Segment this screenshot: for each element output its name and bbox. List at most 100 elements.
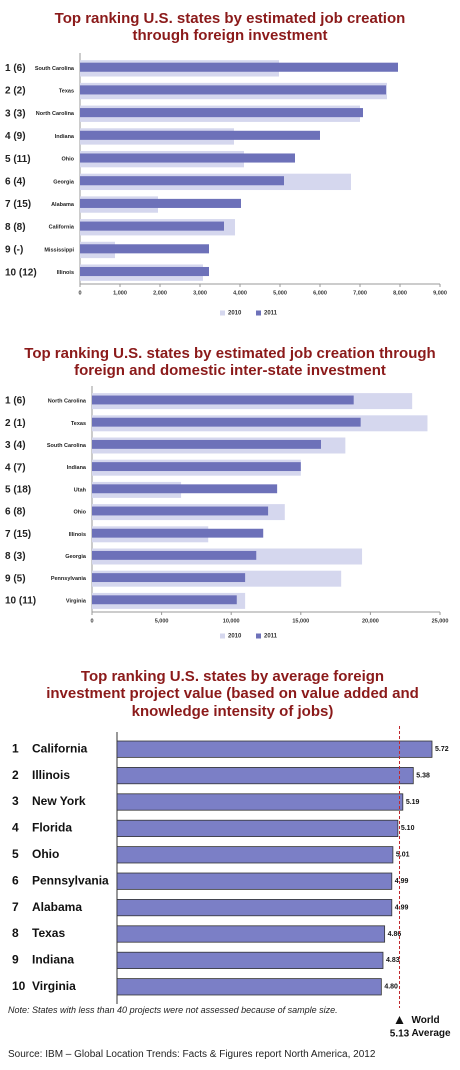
y-tick-label: New York: [32, 794, 86, 808]
bar: [80, 266, 209, 277]
x-tick-label: 2,000: [153, 290, 167, 296]
bar: [80, 62, 398, 72]
y-tick-label: Texas: [32, 926, 65, 940]
x-tick-label: 10,000: [223, 618, 240, 624]
rank-label: 6 (4): [5, 176, 26, 187]
x-tick-label: 5,000: [273, 290, 287, 296]
bar: [92, 462, 301, 472]
chart-title: Top ranking U.S. states by estimated job…: [54, 10, 406, 45]
legend-swatch: [256, 633, 261, 639]
rank-label: 1: [12, 741, 19, 755]
y-tick-label: Ohio: [32, 847, 59, 861]
rank-label: 6: [12, 873, 19, 887]
bar: [80, 198, 241, 208]
rank-label: 5 (11): [5, 154, 31, 165]
bar: [92, 550, 257, 560]
value-label: 5.01: [396, 852, 410, 859]
legend-swatch: [220, 310, 225, 316]
bar: [116, 978, 382, 996]
bar: [116, 899, 393, 917]
rank-label: 10 (11): [5, 596, 36, 607]
y-tick-label: North Carolina: [48, 399, 87, 405]
rank-label: 7: [12, 900, 19, 914]
bar: [116, 793, 404, 811]
x-tick-label: 0: [78, 290, 81, 296]
y-tick-label: California: [49, 225, 75, 231]
legend-swatch: [220, 633, 225, 639]
bar: [80, 244, 209, 254]
y-tick-label: South Carolina: [47, 443, 87, 449]
value-label: 4.80: [384, 984, 398, 991]
note: Note: States with less than 40 projects …: [8, 1005, 338, 1015]
legend-swatch: [256, 310, 261, 316]
bar: [116, 740, 433, 758]
x-tick-label: 7,000: [353, 290, 367, 296]
rank-label: 1 (6): [5, 396, 26, 407]
rank-label: 9: [12, 953, 19, 967]
reference-label: World Average: [411, 1015, 451, 1039]
rank-label: 4 (9): [5, 131, 26, 142]
x-tick-label: 5,000: [155, 618, 169, 624]
y-tick-label: Alabama: [51, 202, 75, 208]
bar: [92, 528, 264, 538]
value-label: 5.72: [435, 746, 449, 753]
y-tick-label: Texas: [59, 89, 74, 95]
rank-label: 10 (12): [5, 267, 37, 278]
bar: [80, 221, 224, 231]
chart-title: Top ranking U.S. states by average forei…: [46, 668, 419, 720]
rank-label: 5: [12, 847, 19, 861]
reference-value: 5.13: [390, 1029, 410, 1040]
value-label: 5.38: [416, 772, 430, 779]
y-tick-label: Virginia: [32, 979, 76, 993]
y-tick-label: Illinois: [57, 270, 74, 276]
rank-label: 10: [12, 979, 26, 993]
x-tick-label: 3,000: [193, 290, 207, 296]
chart-title: Top ranking U.S. states by estimated job…: [24, 345, 436, 380]
rank-label: 7 (15): [5, 529, 31, 540]
bar: [92, 595, 237, 605]
bar: [80, 130, 320, 140]
bar: [116, 767, 414, 785]
x-tick-label: 1,000: [113, 290, 127, 296]
bar: [80, 85, 386, 95]
legend-label: 2011: [264, 311, 278, 317]
bar: [92, 395, 354, 405]
bar: [80, 108, 363, 118]
bar: [116, 846, 394, 864]
x-tick-label: 6,000: [313, 290, 327, 296]
y-tick-label: Utah: [74, 487, 87, 493]
rank-label: 2 (2): [5, 86, 26, 97]
bar: [80, 176, 284, 186]
bar: [116, 925, 386, 943]
x-tick-label: 8,000: [393, 290, 407, 296]
legend-label: 2010: [228, 634, 242, 640]
y-tick-label: Alabama: [32, 900, 82, 914]
y-tick-label: Indiana: [55, 134, 75, 140]
bar: [116, 951, 384, 969]
x-tick-label: 0: [90, 618, 93, 624]
bar: [116, 872, 393, 890]
bar: [92, 439, 321, 449]
y-tick-label: Virginia: [66, 598, 87, 604]
rank-label: 2 (1): [5, 418, 26, 429]
rank-label: 3 (3): [5, 108, 26, 119]
y-tick-label: Georgia: [65, 554, 87, 560]
value-label: 4.83: [386, 957, 400, 964]
value-label: 5.10: [401, 825, 415, 832]
x-tick-label: 25,000: [432, 618, 449, 624]
value-label: 4.99: [395, 878, 409, 885]
rank-label: 5 (18): [5, 485, 31, 496]
rank-label: 1 (6): [5, 63, 26, 74]
bar: [92, 506, 269, 516]
y-tick-label: North Carolina: [36, 111, 75, 117]
y-tick-label: Texas: [71, 421, 86, 427]
rank-label: 2: [12, 768, 19, 782]
y-tick-label: Ohio: [61, 157, 74, 163]
source: Source: IBM – Global Location Trends: Fa…: [8, 1049, 376, 1060]
legend-label: 2010: [228, 311, 242, 317]
y-tick-label: South Carolina: [35, 66, 75, 72]
y-tick-label: Illinois: [32, 768, 70, 782]
bar: [116, 819, 399, 837]
